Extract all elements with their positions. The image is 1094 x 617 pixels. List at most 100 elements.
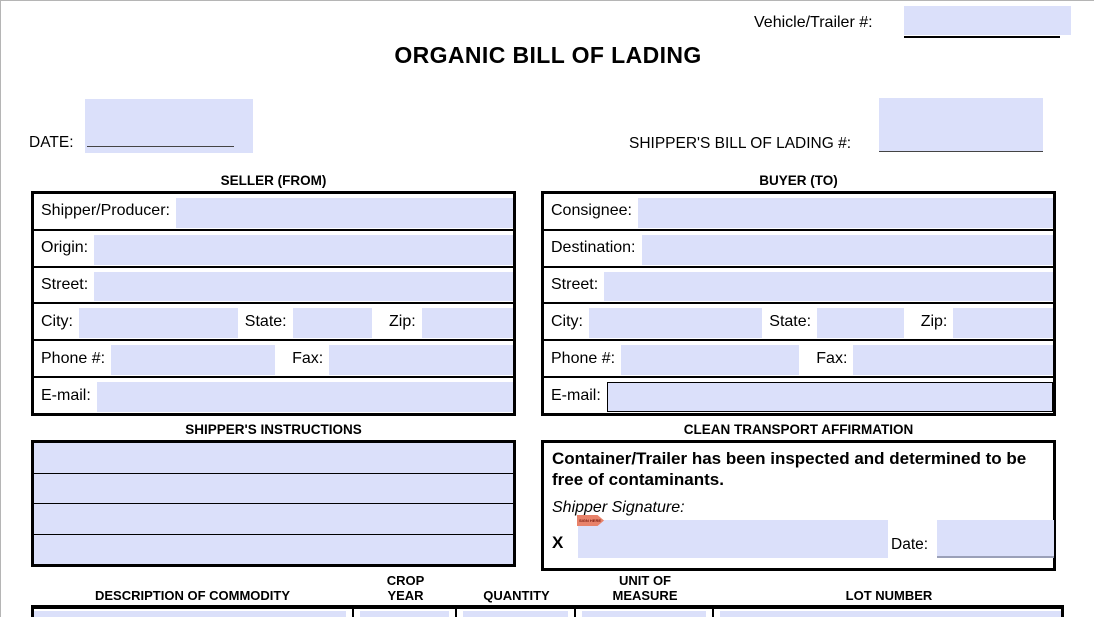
seller-zip-input[interactable] xyxy=(421,308,513,339)
instructions-line-3[interactable] xyxy=(34,503,513,534)
table-row: Origin: xyxy=(34,228,513,266)
buyer-fax-input[interactable] xyxy=(853,345,1053,376)
sign-here-flag-icon: SIGN HERE xyxy=(577,515,604,526)
date-input[interactable] xyxy=(85,99,253,153)
table-row: Street: xyxy=(34,265,513,303)
column-header-quantity: QUANTITY xyxy=(457,588,576,603)
vehicle-trailer-underline xyxy=(904,36,1060,38)
instructions-line-1[interactable] xyxy=(34,443,513,473)
table-row: Phone #: Fax: xyxy=(544,339,1053,376)
instructions-heading: SHIPPER'S INSTRUCTIONS xyxy=(185,422,362,437)
buyer-consignee-label: Consignee: xyxy=(551,202,632,220)
table-row: Shipper/Producer: xyxy=(34,194,513,229)
affirmation-statement: Container/Trailer has been inspected and… xyxy=(552,449,1027,489)
date-underline xyxy=(87,146,234,147)
signature-date-label: Date: xyxy=(891,536,929,553)
shipper-signature-input[interactable] xyxy=(578,520,888,558)
buyer-city-label: City: xyxy=(551,312,583,330)
instructions-line-4[interactable] xyxy=(34,533,513,564)
column-header-description: DESCRIPTION OF COMMODITY xyxy=(31,588,354,603)
buyer-zip-label: Zip: xyxy=(920,312,948,330)
signature-x-label: X xyxy=(552,533,564,552)
table-row: City: State: Zip: xyxy=(34,302,513,339)
seller-origin-label: Origin: xyxy=(41,239,89,257)
table-row: Consignee: xyxy=(544,194,1053,229)
table-cell xyxy=(714,609,1061,617)
instructions-line-2[interactable] xyxy=(34,472,513,503)
buyer-destination-input[interactable] xyxy=(641,234,1053,265)
buyer-street-label: Street: xyxy=(551,276,599,294)
column-header-line: UNIT OF xyxy=(619,573,671,588)
shipper-signature-label: Shipper Signature: xyxy=(552,499,685,516)
buyer-fax-label: Fax: xyxy=(816,349,848,367)
affirmation-box: Container/Trailer has been inspected and… xyxy=(541,440,1056,571)
seller-fax-input[interactable] xyxy=(329,345,513,376)
vehicle-trailer-input[interactable] xyxy=(904,6,1071,35)
column-header-line: QUANTITY xyxy=(483,588,550,603)
seller-state-label: State: xyxy=(244,312,287,330)
instructions-box xyxy=(31,440,516,567)
seller-producer-input[interactable] xyxy=(175,198,513,228)
column-header-line: MEASURE xyxy=(612,588,678,603)
seller-producer-label: Shipper/Producer: xyxy=(41,202,170,220)
column-header-line: DESCRIPTION OF COMMODITY xyxy=(95,588,290,603)
shippers-bol-input[interactable] xyxy=(879,98,1043,152)
seller-email-input[interactable] xyxy=(96,382,513,412)
buyer-email-label: E-mail: xyxy=(551,386,601,404)
seller-street-label: Street: xyxy=(41,276,89,294)
column-header-line: CROP xyxy=(386,573,425,588)
seller-state-input[interactable] xyxy=(292,308,373,339)
shippers-bol-label: SHIPPER'S BILL OF LADING #: xyxy=(629,135,852,152)
table-cell xyxy=(354,609,457,617)
seller-fax-label: Fax: xyxy=(292,349,324,367)
seller-origin-input[interactable] xyxy=(94,234,513,265)
commodity-description-input[interactable] xyxy=(34,611,346,617)
column-header-lot-number: LOT NUMBER xyxy=(714,588,1064,603)
signature-date-input[interactable] xyxy=(937,520,1054,558)
seller-email-label: E-mail: xyxy=(41,386,91,404)
buyer-state-label: State: xyxy=(769,312,812,330)
buyer-state-input[interactable] xyxy=(817,308,904,339)
table-cell xyxy=(457,609,576,617)
seller-section-heading: SELLER (FROM) xyxy=(220,173,327,188)
commodity-table xyxy=(31,605,1064,617)
table-cell xyxy=(34,609,354,617)
seller-city-input[interactable] xyxy=(79,308,238,339)
table-row: City: State: Zip: xyxy=(544,302,1053,339)
commodity-crop-year-input[interactable] xyxy=(360,611,449,617)
vehicle-trailer-label: Vehicle/Trailer #: xyxy=(754,14,873,31)
buyer-zip-input[interactable] xyxy=(953,308,1053,339)
column-header-unit-of-measure: UNIT OF MEASURE xyxy=(576,573,714,603)
seller-phone-input[interactable] xyxy=(111,345,276,376)
buyer-phone-label: Phone #: xyxy=(551,349,616,367)
table-row: E-mail: xyxy=(34,376,513,413)
column-header-line: YEAR xyxy=(387,588,424,603)
table-row: Street: xyxy=(544,265,1053,303)
buyer-phone-input[interactable] xyxy=(621,345,800,376)
date-label: DATE: xyxy=(29,134,74,151)
commodity-unit-input[interactable] xyxy=(582,611,706,617)
seller-phone-label: Phone #: xyxy=(41,349,106,367)
seller-street-input[interactable] xyxy=(94,271,513,302)
table-row: Destination: xyxy=(544,228,1053,266)
form-title: ORGANIC BILL OF LADING xyxy=(394,42,702,68)
affirmation-heading: CLEAN TRANSPORT AFFIRMATION xyxy=(683,422,914,437)
buyer-street-input[interactable] xyxy=(604,271,1053,302)
table-row: Phone #: Fax: xyxy=(34,339,513,376)
seller-zip-label: Zip: xyxy=(389,312,416,330)
buyer-email-input[interactable] xyxy=(606,382,1053,412)
seller-city-label: City: xyxy=(41,312,73,330)
buyer-section-heading: BUYER (TO) xyxy=(759,173,838,188)
commodity-lot-number-input[interactable] xyxy=(720,611,1061,617)
commodity-quantity-input[interactable] xyxy=(463,611,568,617)
buyer-table: Consignee: Destination: Street: City: St… xyxy=(541,191,1056,416)
table-row: E-mail: xyxy=(544,376,1053,413)
table-cell xyxy=(576,609,714,617)
seller-table: Shipper/Producer: Origin: Street: City: … xyxy=(31,191,516,416)
buyer-city-input[interactable] xyxy=(589,308,763,339)
column-header-line: LOT NUMBER xyxy=(845,588,933,603)
buyer-consignee-input[interactable] xyxy=(637,198,1053,228)
column-header-crop-year: CROP YEAR xyxy=(354,573,457,603)
buyer-destination-label: Destination: xyxy=(551,239,636,257)
